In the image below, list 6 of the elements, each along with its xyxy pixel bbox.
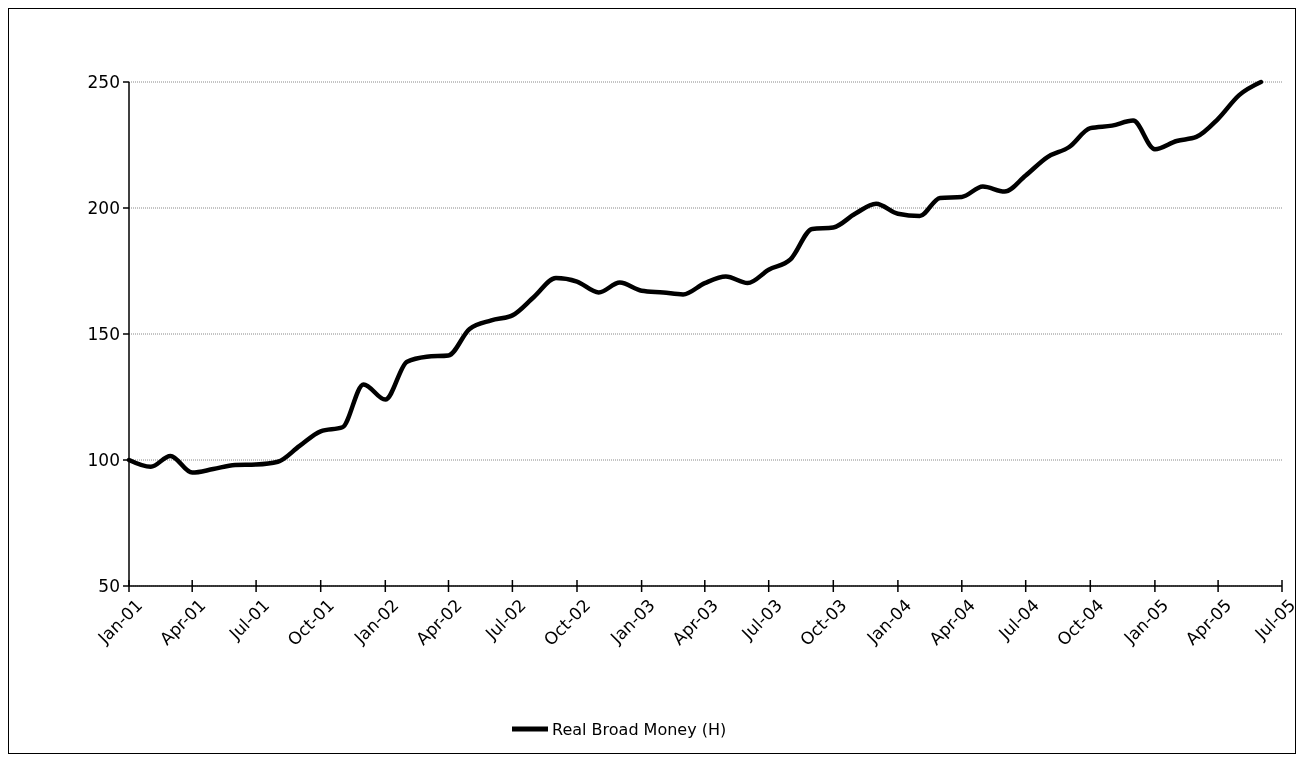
y-tick-label: 50 <box>98 575 120 596</box>
y-tick-label: 250 <box>87 71 120 92</box>
y-tick-label: 150 <box>87 323 120 344</box>
legend-label: Real Broad Money (H) <box>552 719 727 739</box>
y-tick-label: 100 <box>87 449 120 470</box>
y-tick-label: 200 <box>87 197 120 218</box>
